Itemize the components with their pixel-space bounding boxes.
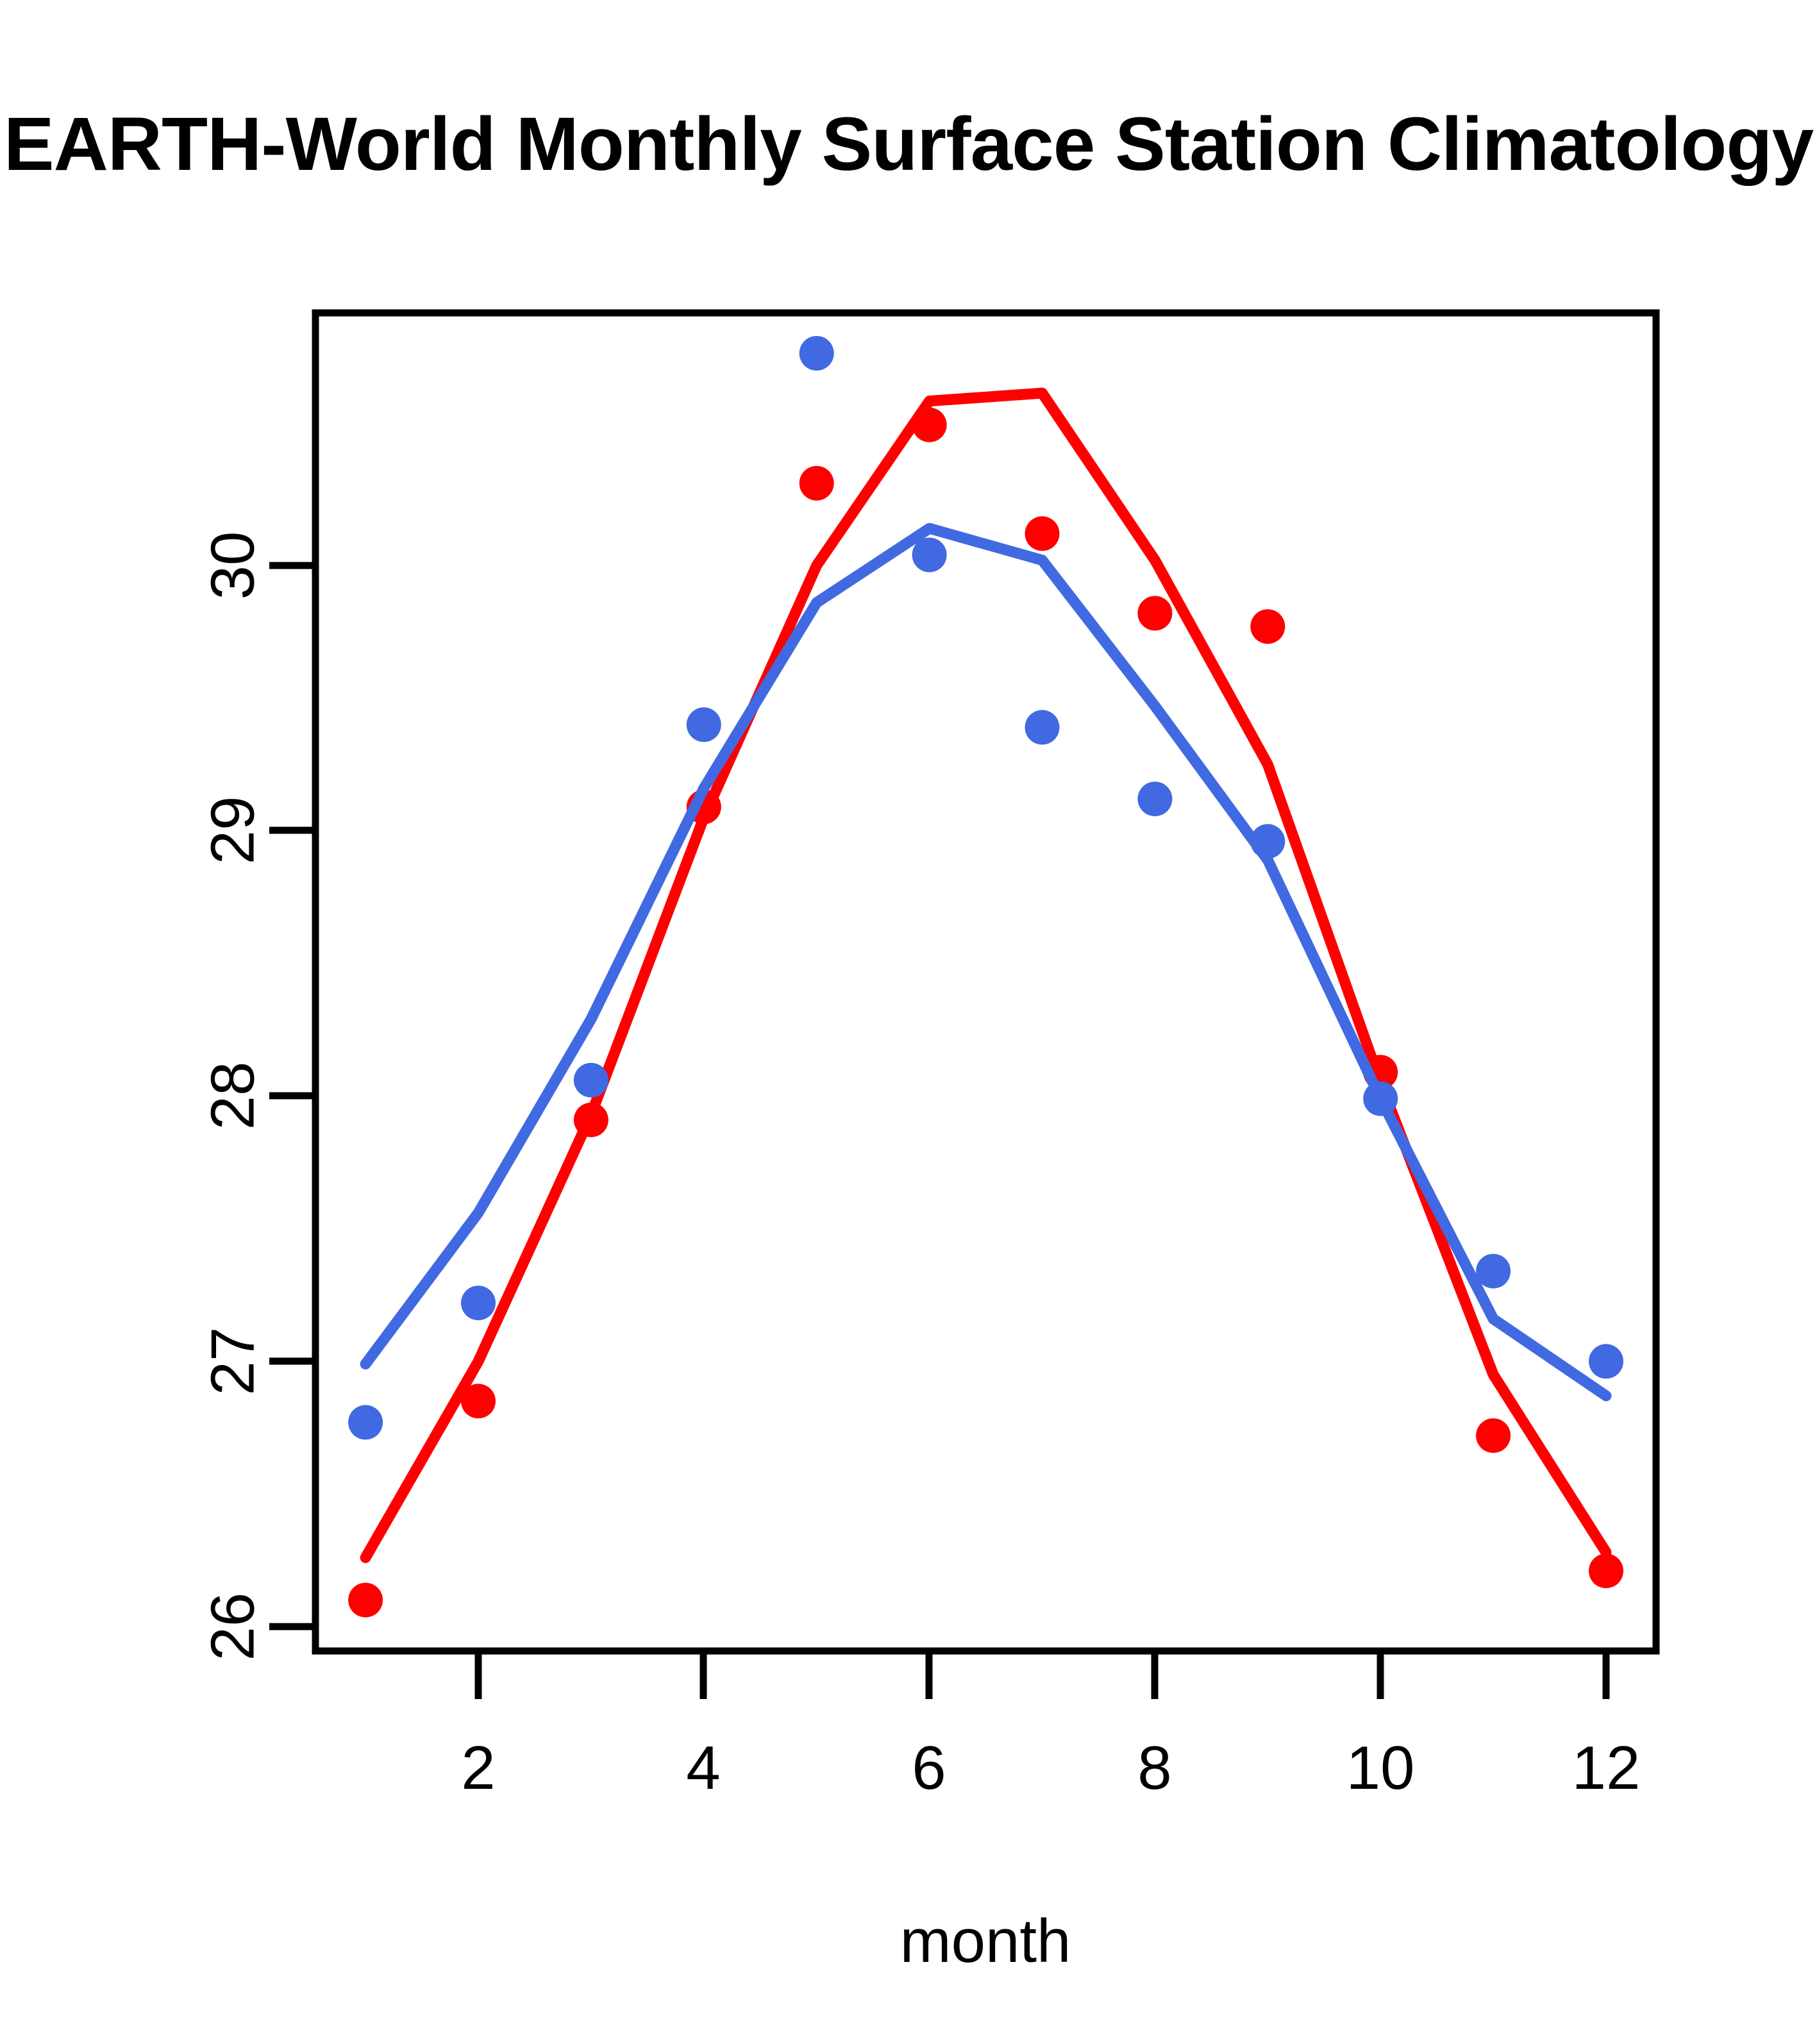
data-point	[348, 1582, 383, 1618]
data-point	[799, 465, 834, 501]
data-point	[348, 1405, 383, 1440]
x-tick-label-8: 8	[1137, 1734, 1171, 1802]
data-point	[799, 336, 834, 371]
x-axis-title: month	[900, 1907, 1071, 1975]
data-point	[1025, 710, 1060, 745]
y-tick-label-30: 30	[198, 532, 267, 600]
x-tick-label-6: 6	[912, 1734, 946, 1802]
data-point	[573, 1102, 608, 1137]
page-title: EARTH-World Monthly Surface Station Clim…	[3, 102, 1814, 187]
series-points-red-points	[348, 407, 1623, 1618]
y-tick-label-27: 27	[198, 1327, 267, 1396]
y-tick-label-26: 26	[198, 1593, 267, 1661]
data-point	[1250, 609, 1285, 644]
x-axis-ticks	[474, 1651, 1610, 1699]
data-point	[1589, 1554, 1623, 1589]
y-tick-label-29: 29	[198, 796, 267, 865]
data-point	[1363, 1081, 1398, 1116]
y-axis-tick-labels: 30 29 28 27 26	[198, 532, 267, 1661]
data-point	[461, 1384, 496, 1419]
data-point	[1025, 516, 1060, 551]
series-points-blue-points	[348, 336, 1623, 1440]
data-point	[912, 537, 947, 573]
plot-frame	[312, 309, 1660, 1655]
data-point	[1137, 596, 1173, 631]
series-line-red-line	[360, 387, 1612, 1563]
x-axis-tick-labels: 2 4 6 8 10 12	[461, 1734, 1640, 1802]
y-tick-label-28: 28	[198, 1062, 267, 1130]
data-point	[686, 707, 721, 742]
x-tick-label-10: 10	[1346, 1734, 1415, 1802]
data-point	[461, 1286, 496, 1321]
data-point	[1137, 782, 1173, 817]
y-axis-ticks	[269, 562, 315, 1630]
data-point	[1250, 824, 1285, 859]
data-point	[1589, 1344, 1623, 1379]
data-point	[1476, 1253, 1511, 1289]
data-point	[1476, 1418, 1511, 1453]
x-tick-label-4: 4	[686, 1734, 720, 1802]
x-tick-label-12: 12	[1572, 1734, 1641, 1802]
series-line-blue-line	[360, 523, 1612, 1402]
data-series-layer	[348, 336, 1623, 1618]
x-tick-label-2: 2	[461, 1734, 495, 1802]
data-point	[912, 407, 947, 442]
data-point	[573, 1062, 608, 1098]
